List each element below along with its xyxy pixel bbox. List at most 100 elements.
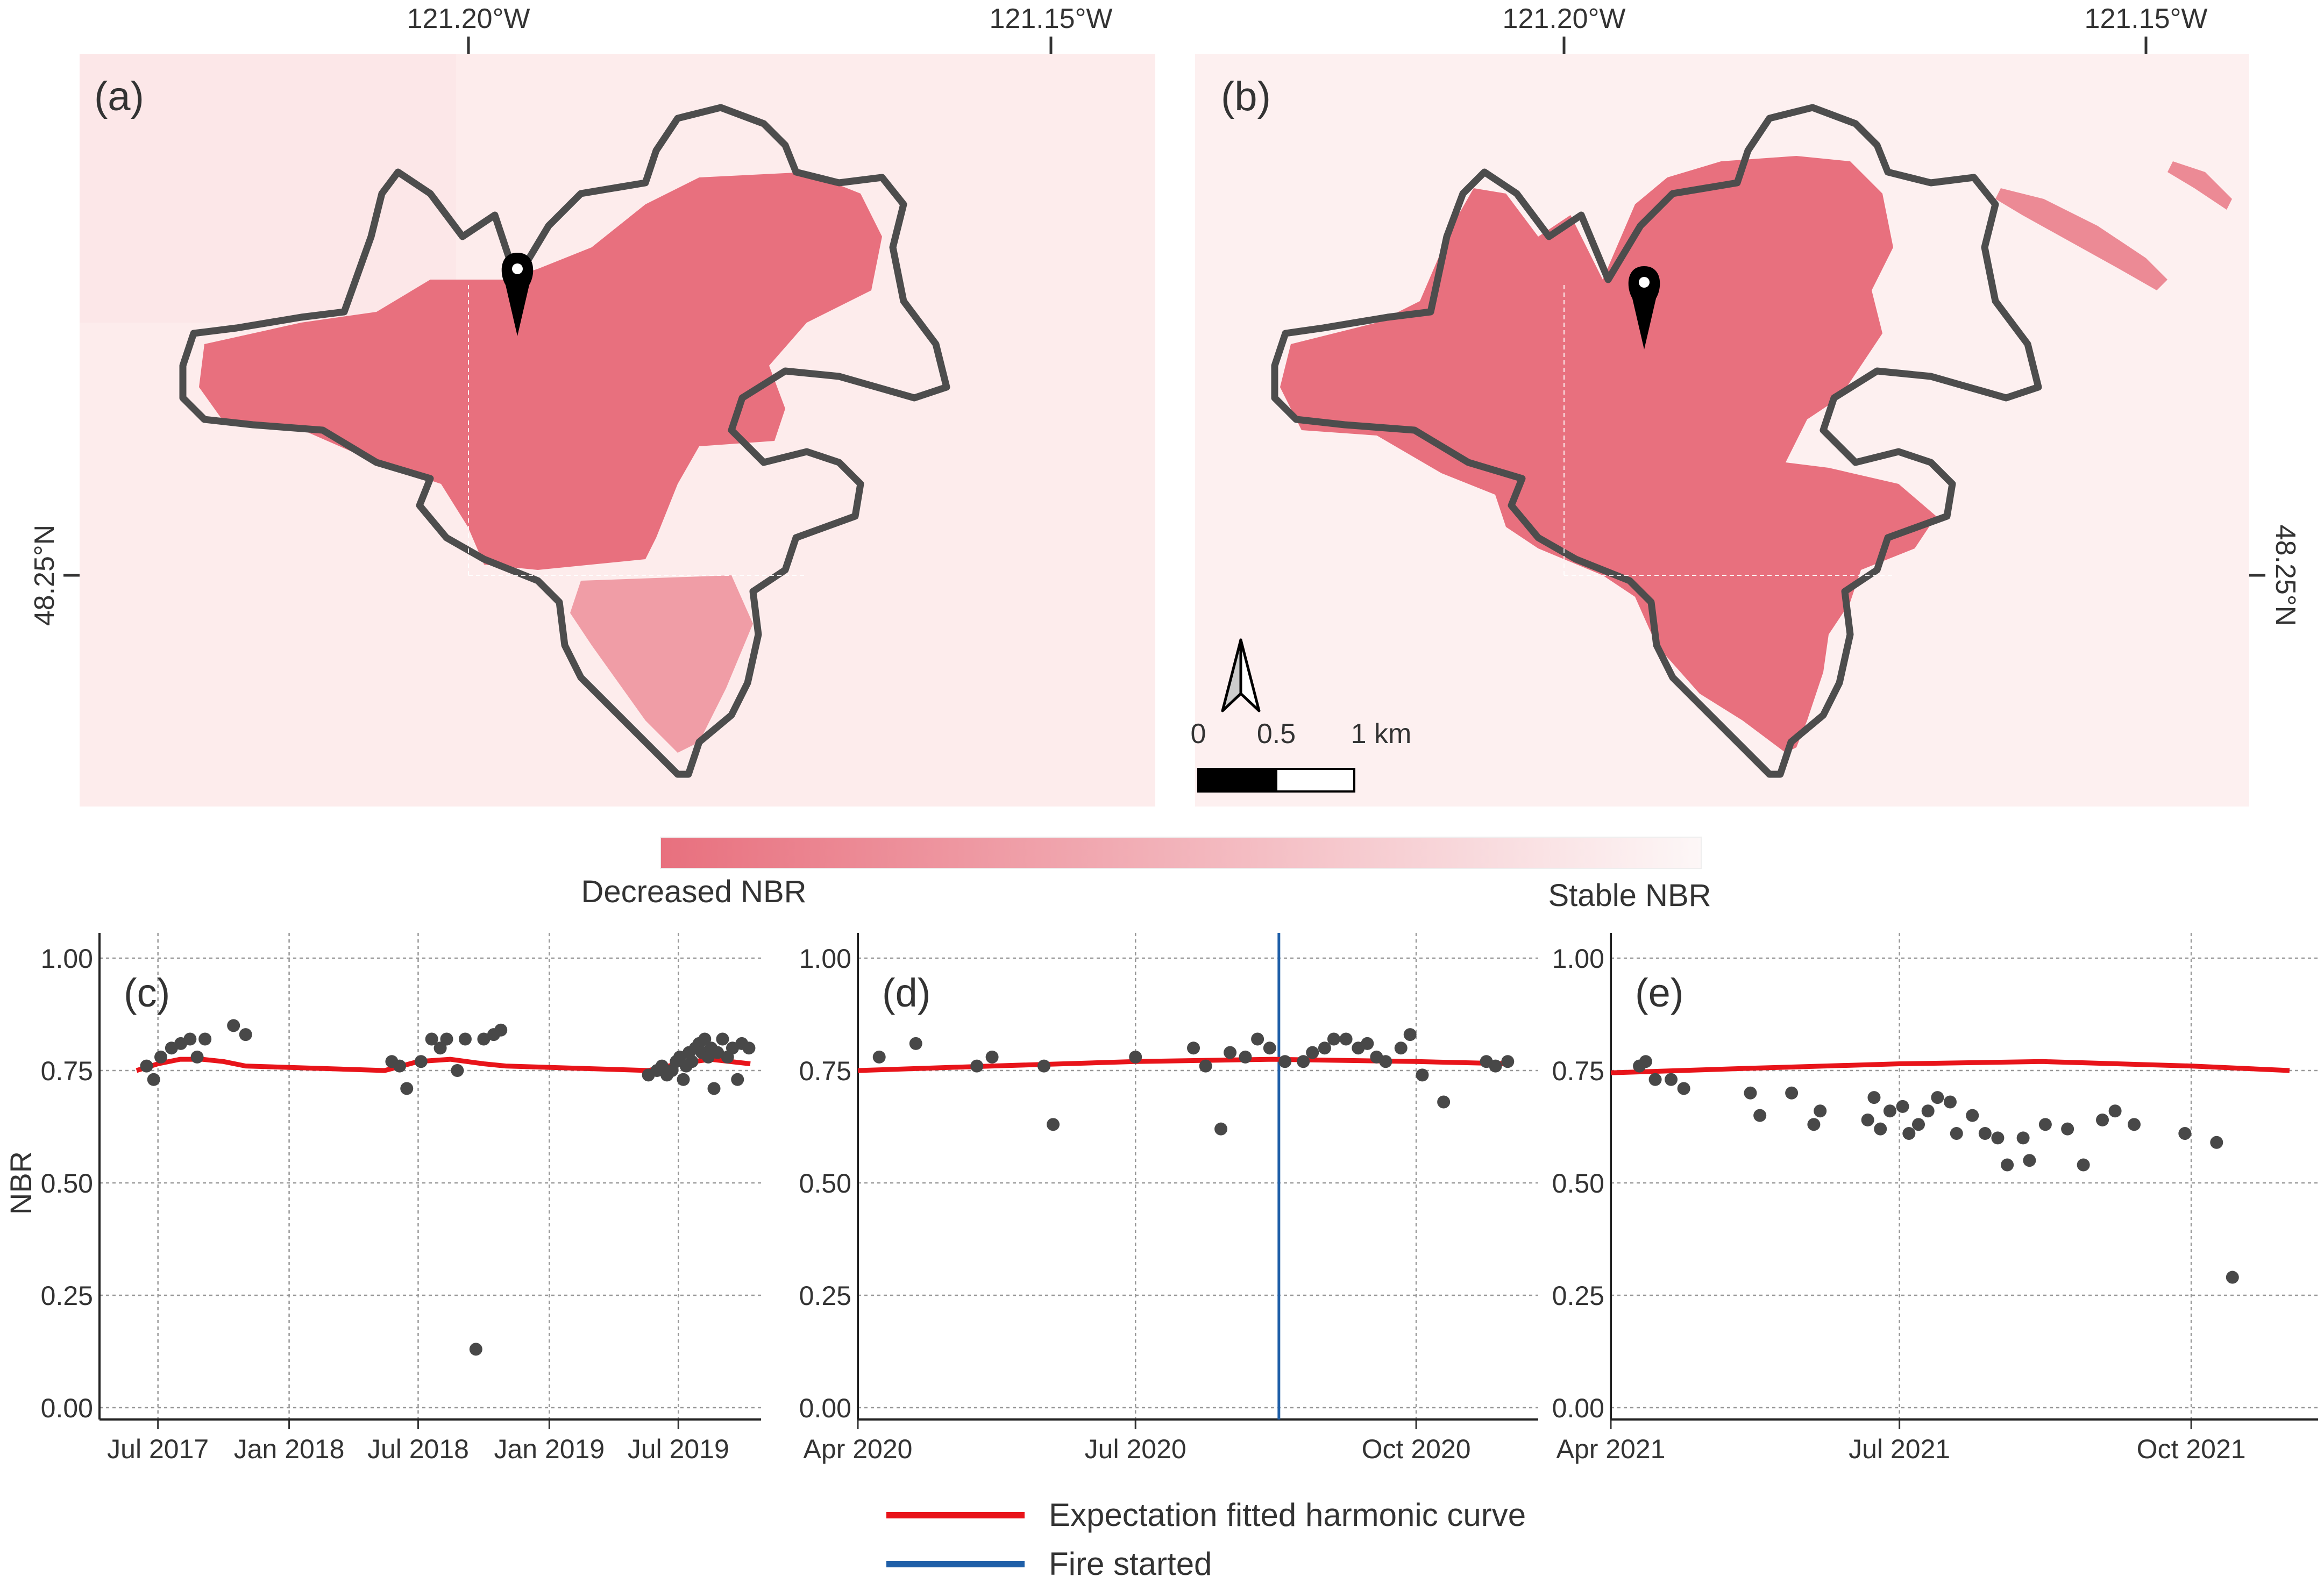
map-panel-a: (a) 121.20°W 121.15°W 48.25°N [29, 3, 1155, 807]
nbr-observation-point [1327, 1032, 1340, 1046]
nbr-observation-point [2001, 1158, 2014, 1172]
nbr-observation-point [183, 1032, 197, 1046]
ts-panel-2: 0.00 0.25 0.50 0.75 1.00 Apr 2020 Jul 2020 Oct … [799, 933, 1538, 1464]
nbr-observation-point [433, 1041, 447, 1055]
nbr-observation-point [1896, 1100, 1909, 1113]
nbr-observation-point [2096, 1113, 2109, 1126]
nbr-observation-point [469, 1343, 482, 1356]
fire-perimeter-b [1271, 104, 2042, 778]
nbr-observation-point [1379, 1055, 1392, 1068]
nbr-observation-point [985, 1050, 999, 1064]
y-tick-label: 0.50 [41, 1168, 93, 1198]
nbr-observation-point [2127, 1118, 2141, 1131]
y-axis-label: NBR [4, 1151, 38, 1215]
nbr-observation-point [1339, 1032, 1353, 1046]
nbr-observation-point [2023, 1154, 2036, 1167]
nbr-observation-point [698, 1032, 712, 1046]
nbr-observation-point [677, 1073, 690, 1086]
scale-label-0: 0 [1191, 718, 1206, 750]
nbr-observation-point [198, 1032, 212, 1046]
nbr-observation-point [716, 1032, 729, 1046]
nbr-observation-point [1251, 1032, 1264, 1046]
nbr-observation-point [1214, 1122, 1228, 1136]
colorbar-left-label: Decreased NBR [581, 874, 806, 909]
y-tick-label: 0.50 [799, 1168, 851, 1198]
x-tick-label: Jan 2018 [234, 1434, 345, 1464]
ts-panel-3: 0.00 0.25 0.50 0.75 1.00 Apr 2021 Jul 2021 Oct … [1552, 933, 2318, 1464]
map-b-lon-label-1: 121.20°W [1503, 3, 1626, 34]
nbr-observation-point [1318, 1041, 1331, 1055]
burn-area-b [1280, 156, 1936, 753]
legend: Expectation fitted harmonic curve Fire s… [886, 1497, 1526, 1582]
map-a-lat-label: 48.25°N [29, 525, 60, 626]
nbr-observation-point [1306, 1046, 1319, 1059]
nbr-observation-point [1883, 1104, 1896, 1118]
nbr-observation-point [2061, 1122, 2074, 1136]
nbr-observation-point [1639, 1055, 1652, 1068]
nbr-observation-point [1991, 1131, 2005, 1145]
nbr-observation-point [1911, 1118, 1925, 1131]
nbr-observation-point [685, 1055, 699, 1068]
nbr-observation-point [1394, 1041, 1408, 1055]
legend-fire-started-label: Fire started [1049, 1546, 1212, 1582]
y-tick-label: 0.25 [1552, 1281, 1604, 1311]
map-a-lon-label-2: 121.15°W [990, 3, 1113, 34]
y-tick-label: 0.50 [1552, 1168, 1604, 1198]
nbr-observation-point [2108, 1104, 2122, 1118]
y-tick-label: 0.00 [41, 1393, 93, 1423]
x-tick-label: Jan 2019 [494, 1434, 605, 1464]
y-tick-label: 0.75 [1552, 1056, 1604, 1086]
scale-bar-light [1275, 768, 1355, 793]
nbr-observation-point [1874, 1122, 1887, 1136]
y-tick-label: 0.00 [799, 1393, 851, 1423]
colorbar-gradient [660, 837, 1702, 869]
map-a-lon-label-1: 121.20°W [407, 3, 530, 34]
nbr-observation-point [1648, 1073, 1662, 1086]
nbr-observation-point [1263, 1041, 1276, 1055]
x-tick-label: Oct 2020 [1362, 1434, 1471, 1464]
nbr-observation-point [477, 1032, 491, 1046]
nbr-observation-point [1785, 1086, 1799, 1100]
map-b-lat-label: 48.25°N [2270, 525, 2301, 626]
map-a-tint [80, 54, 456, 323]
x-tick-label: Jul 2021 [1849, 1434, 1950, 1464]
burn-area-a [199, 172, 882, 570]
nbr-observation-point [1861, 1113, 1874, 1126]
nbr-observation-point [2210, 1136, 2223, 1149]
y-tick-label: 1.00 [41, 944, 93, 974]
nbr-observation-point [711, 1046, 724, 1059]
nbr-observation-point [1950, 1127, 1963, 1140]
nbr-observation-point [494, 1023, 508, 1037]
nbr-observation-point [414, 1055, 428, 1068]
y-tick-label: 0.25 [41, 1281, 93, 1311]
nbr-observation-point [140, 1059, 153, 1073]
panel-label: (e) [1635, 971, 1683, 1015]
scale-bar-dark [1197, 768, 1277, 793]
nbr-observation-point [1943, 1095, 1957, 1109]
location-pin-icon [1628, 266, 1660, 349]
nbr-observation-point [1489, 1059, 1502, 1073]
x-tick-label: Jul 2019 [628, 1434, 729, 1464]
panel-label: (d) [882, 971, 930, 1015]
nbr-observation-point [1921, 1104, 1935, 1118]
time-series-panels: 0.00 0.25 0.50 0.75 1.00 Jul 2017 Jan 2018 Jul … [4, 933, 2318, 1464]
nbr-observation-point [1403, 1028, 1417, 1041]
nbr-observation-point [1814, 1104, 1827, 1118]
nbr-observation-point [1902, 1127, 1916, 1140]
nbr-observation-point [1416, 1068, 1429, 1082]
panel-label-a: (a) [94, 74, 144, 119]
panel-label: (c) [124, 971, 170, 1015]
nbr-observation-point [1437, 1095, 1451, 1109]
x-tick-label: Apr 2021 [1557, 1434, 1666, 1464]
panel-label-b: (b) [1221, 74, 1271, 119]
x-tick-label: Jul 2018 [367, 1434, 469, 1464]
nbr-observation-point [1744, 1086, 1757, 1100]
nbr-observation-point [451, 1064, 464, 1077]
nbr-observation-point [1501, 1055, 1515, 1068]
nbr-observation-point [742, 1041, 756, 1055]
fitted-harmonic-curve [857, 1057, 1511, 1073]
nbr-observation-point [2038, 1118, 2052, 1131]
scale-bar: 0 0.5 1 km [1191, 718, 1411, 793]
nbr-observation-point [2016, 1131, 2030, 1145]
nbr-observation-point [2077, 1158, 2090, 1172]
